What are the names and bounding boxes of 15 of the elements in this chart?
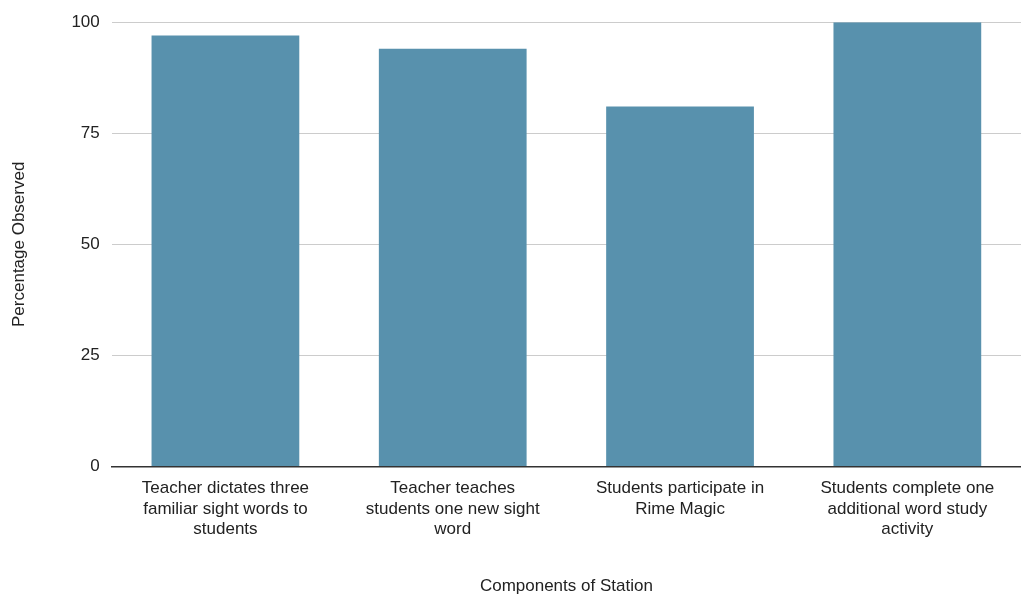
x-tick-label: Students participate in Rime Magic xyxy=(595,478,765,518)
bar xyxy=(606,106,754,466)
y-axis-title: Percentage Observed xyxy=(8,161,28,327)
bar xyxy=(378,48,527,466)
y-tick-label: 0 xyxy=(90,456,100,476)
bar xyxy=(151,35,300,466)
y-tick-label: 100 xyxy=(71,11,100,31)
x-tick-label: Teacher teaches students one new sight word xyxy=(365,478,540,539)
x-axis-title: Components of Station xyxy=(479,576,653,596)
bar xyxy=(833,22,982,466)
x-tick-label: Students complete one additional word study activity xyxy=(820,478,995,539)
y-tick-label: 25 xyxy=(80,345,100,365)
x-tick-label: Teacher dictates three familiar sight words to students xyxy=(141,478,310,539)
y-tick-label: 75 xyxy=(80,122,100,142)
y-tick-label: 50 xyxy=(80,233,100,253)
